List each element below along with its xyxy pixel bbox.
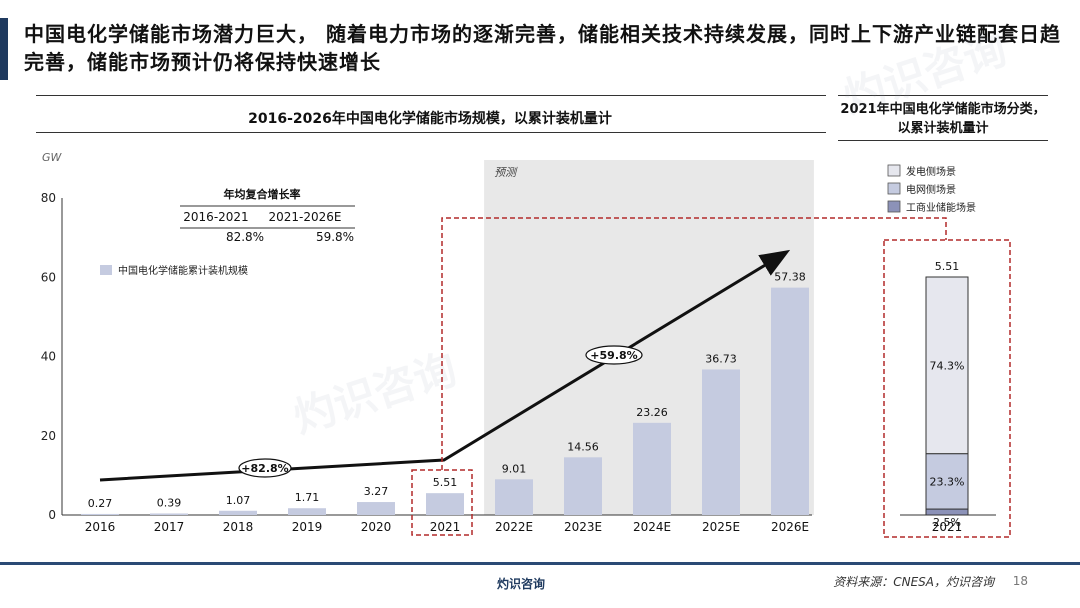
divider-left [36,132,826,133]
cagr-value: 82.8% [226,230,264,244]
bar [426,493,464,515]
accent-bar [0,18,8,80]
bar [564,457,602,515]
x-tick-label: 2022E [495,520,533,534]
x-tick-label: 2016 [85,520,116,534]
bar [288,508,326,515]
footer-logo: 灼识咨询 [497,577,546,591]
segment-label: 2.5% [933,516,961,529]
legend-label: 电网侧场景 [906,183,956,196]
legend-swatch [100,265,112,275]
x-tick-label: 2023E [564,520,602,534]
total-label: 5.51 [935,260,960,273]
y-tick-label: 60 [41,270,56,284]
growth-arrow [99,249,791,482]
bar [702,369,740,515]
divider-top-left [36,95,826,96]
bar [771,287,809,515]
cagr-table-title: 年均复合增长率 [224,187,301,201]
y-tick-label: 20 [41,429,56,443]
data-label: 0.27 [88,497,113,510]
highlight-box [883,239,1011,538]
x-tick-label: 2021 [932,520,963,534]
data-label: 9.01 [502,462,527,475]
x-tick-label: 2017 [154,520,185,534]
divider-top-right [838,95,1048,96]
data-label: 36.73 [705,352,737,365]
x-tick-label: 2019 [292,520,323,534]
data-label: 14.56 [567,440,599,453]
page-headline: 中国电化学储能市场潜力巨大， 随着电力市场的逐渐完善，储能相关技术持续发展，同时… [24,22,1061,74]
divider-right [838,140,1048,141]
data-label: 1.71 [295,491,320,504]
data-label: 23.26 [636,406,668,419]
data-label: 0.39 [157,496,182,509]
x-tick-label: 2018 [223,520,254,534]
legend-label: 工商业储能场景 [906,201,976,214]
data-label: 1.07 [226,494,251,507]
y-axis-label: GW [42,151,63,164]
bar [495,479,533,515]
legend-swatch [887,164,901,177]
y-tick-label: 80 [41,191,56,205]
bar [219,510,257,515]
x-tick-label: 2026E [771,520,809,534]
stacked-segment [925,508,969,516]
segment-label: 74.3% [930,359,965,372]
highlight-connector [441,217,947,470]
legend-swatch [887,200,901,213]
x-tick-label: 2020 [361,520,392,534]
x-tick-label: 2025E [702,520,740,534]
legend-label: 中国电化学储能累计装机规模 [118,264,248,277]
source-note: 资料来源：CNESA，灼识咨询 [833,575,994,589]
forecast-label: 预测 [494,166,518,179]
left-chart-title: 2016-2026年中国电化学储能市场规模，以累计装机量计 [248,111,612,127]
bar [81,513,119,515]
cagr-badge-label: +82.8% [241,462,288,475]
footer-bar [0,562,1080,565]
cagr-header: 2016-2021 [183,210,248,224]
x-tick-label: 2021 [430,520,461,534]
y-tick-label: 40 [41,350,56,364]
bar [150,513,188,515]
cagr-badge [585,345,643,365]
cagr-header: 2021-2026E [269,210,342,224]
bar [357,502,395,515]
stacked-segment [925,453,969,510]
segment-label: 23.3% [930,475,965,488]
stacked-segment [925,276,969,455]
legend-swatch [887,182,901,195]
page-number: 18 [1012,574,1028,588]
cagr-value: 59.8% [316,230,354,244]
cagr-badge [238,458,292,478]
bar [633,422,671,515]
data-label: 5.51 [433,476,458,489]
right-chart-title: 2021年中国电化学储能市场分类，以累计装机量计 [840,102,1046,136]
y-tick-label: 0 [48,508,56,522]
legend-label: 发电侧场景 [906,165,956,178]
data-label: 3.27 [364,485,389,498]
data-label: 57.38 [774,271,806,284]
highlight-box [411,469,473,536]
cagr-badge-label: +59.8% [590,349,637,362]
x-tick-label: 2024E [633,520,671,534]
